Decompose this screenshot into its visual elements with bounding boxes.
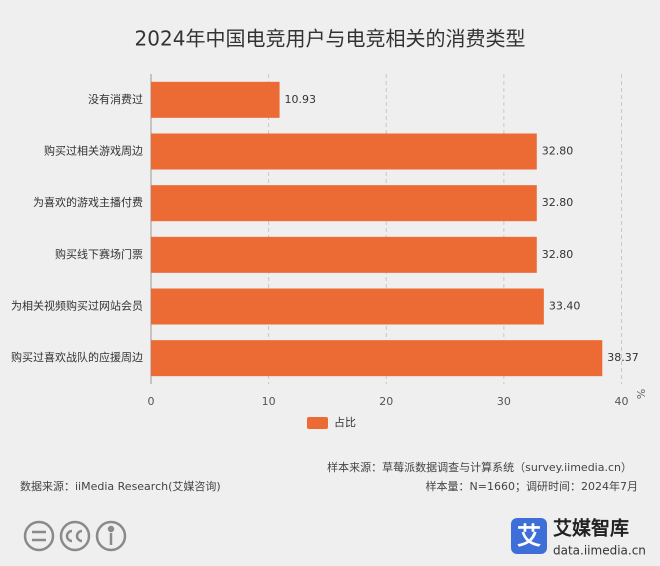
y-tick-label: 购买线下赛场门票 <box>55 247 143 261</box>
x-tick-label: 20 <box>379 395 393 408</box>
legend-label: 占比 <box>334 415 356 429</box>
data-source: 数据来源：iiMedia Research(艾媒咨询) <box>20 479 221 493</box>
value-label: 33.40 <box>549 300 581 313</box>
x-tick-label: 0 <box>148 395 155 408</box>
y-tick-label: 购买过相关游戏周边 <box>44 144 143 158</box>
sample-size: 样本量：N=1660；调研时间：2024年7月 <box>426 479 638 493</box>
bar <box>151 340 603 377</box>
sample-source: 样本来源：草莓派数据调查与计算系统（survey.iimedia.cn） <box>327 460 632 474</box>
bar <box>151 133 537 170</box>
y-tick-label: 为喜欢的游戏主播付费 <box>33 195 143 209</box>
y-tick-label: 没有消费过 <box>88 92 143 106</box>
legend-swatch <box>307 417 328 429</box>
x-tick-label: 40 <box>614 395 628 408</box>
value-label: 38.37 <box>607 351 639 364</box>
x-unit: % <box>634 389 647 399</box>
bar <box>151 81 280 118</box>
brand-name: 艾媒智库 <box>553 517 629 540</box>
brand-icon-bg <box>511 518 547 554</box>
value-label: 32.80 <box>542 248 574 261</box>
license-icons <box>23 520 127 552</box>
brand-icon: 艾 <box>517 522 541 550</box>
bar <box>151 185 537 222</box>
y-tick-label: 为相关视频购买过网站会员 <box>11 299 143 313</box>
bar <box>151 236 537 273</box>
y-tick-label: 购买过喜欢战队的应援周边 <box>11 350 143 364</box>
bar <box>151 288 544 325</box>
x-tick-label: 30 <box>497 395 511 408</box>
value-label: 32.80 <box>542 196 574 209</box>
brand-url: data.iimedia.cn <box>553 544 646 558</box>
chart-title: 2024年中国电竞用户与电竞相关的消费类型 <box>135 27 526 51</box>
value-label: 32.80 <box>542 145 574 158</box>
x-tick-label: 10 <box>262 395 276 408</box>
value-label: 10.93 <box>285 93 317 106</box>
